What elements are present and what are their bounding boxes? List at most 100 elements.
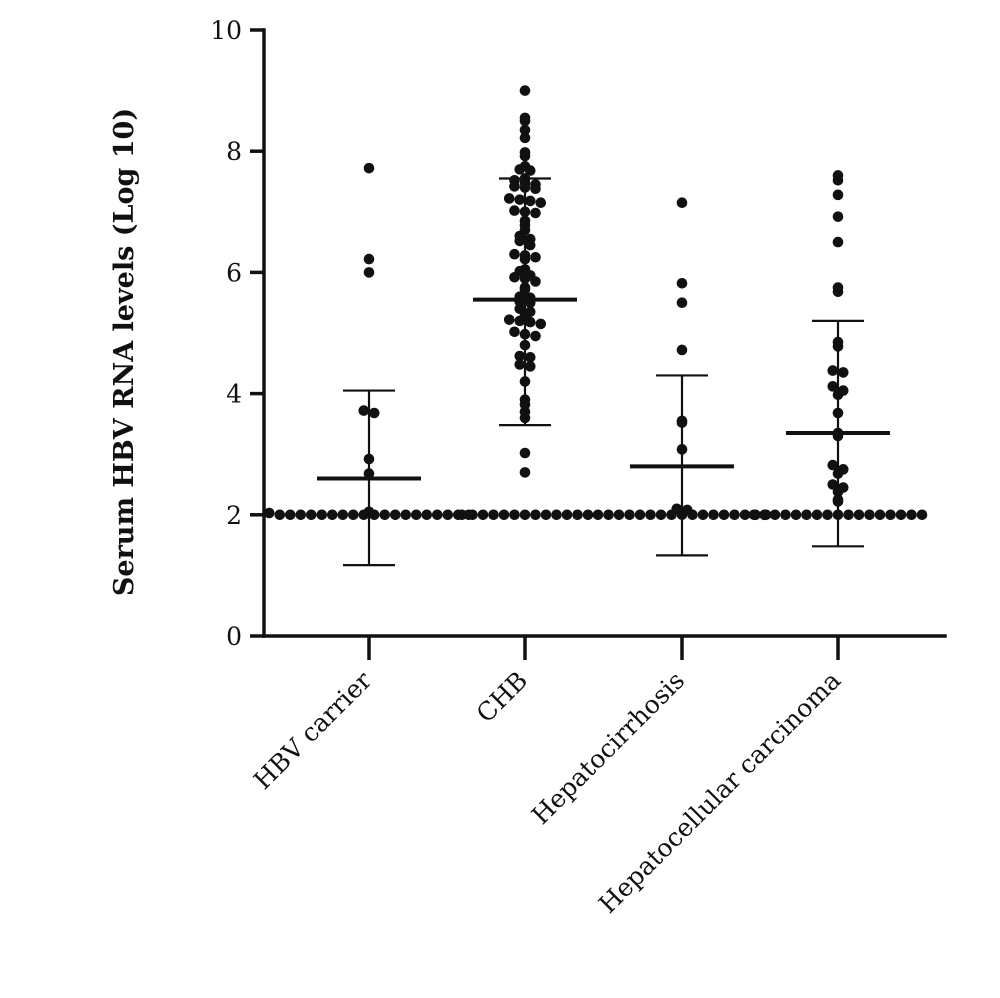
data-point <box>503 314 515 325</box>
data-point <box>379 509 391 521</box>
data-point <box>676 278 688 289</box>
data-point <box>832 236 844 248</box>
data-point <box>613 509 625 521</box>
data-point <box>681 504 693 516</box>
data-point <box>368 407 380 419</box>
data-point <box>864 509 875 521</box>
y-tick-label: 6 <box>226 258 242 287</box>
data-point <box>645 509 656 521</box>
data-points <box>263 85 928 521</box>
y-axis: 0 2 4 6 8 10 <box>210 16 266 651</box>
data-point <box>514 315 526 327</box>
data-point <box>535 318 547 330</box>
data-point <box>524 239 536 251</box>
data-point <box>442 509 454 521</box>
data-point <box>582 509 594 521</box>
data-point <box>739 509 751 521</box>
data-point <box>284 509 296 521</box>
data-point <box>827 365 839 376</box>
data-point <box>822 509 833 521</box>
data-point <box>519 85 531 96</box>
data-point <box>827 479 839 490</box>
data-point <box>530 207 541 219</box>
data-point <box>295 509 307 521</box>
data-point <box>827 459 839 471</box>
data-point <box>316 509 328 521</box>
data-point <box>551 509 562 521</box>
data-point <box>906 509 917 521</box>
data-point <box>916 509 928 521</box>
data-point <box>519 150 531 162</box>
data-point <box>592 509 604 521</box>
y-tick-label: 2 <box>226 501 242 530</box>
data-point <box>305 509 317 521</box>
data-point <box>811 509 823 521</box>
data-point <box>530 330 541 342</box>
data-point <box>524 165 536 176</box>
data-point <box>837 367 849 378</box>
data-point <box>827 381 839 392</box>
x-axis: HBV carrier CHBHepatocirrhosisHepatocellu… <box>248 634 947 919</box>
data-point <box>514 194 526 205</box>
data-point <box>456 509 468 521</box>
data-point <box>514 359 526 370</box>
data-point <box>634 509 646 521</box>
data-point <box>519 447 531 459</box>
x-tick-label: Hepatocirrhosis <box>526 666 690 830</box>
y-tick-label: 0 <box>226 622 242 651</box>
data-point <box>530 509 541 521</box>
data-point <box>363 162 375 174</box>
data-point <box>509 509 520 521</box>
data-point <box>780 509 791 521</box>
data-point <box>509 271 520 283</box>
data-point <box>363 267 375 278</box>
data-point <box>524 351 536 363</box>
data-point <box>530 183 541 195</box>
data-point <box>519 115 531 127</box>
data-point <box>874 509 886 521</box>
data-point <box>748 509 760 521</box>
data-point <box>843 509 854 521</box>
y-axis-label: Serum HBV RNA levels (Log 10) <box>109 108 140 596</box>
data-point <box>274 509 286 521</box>
mean-sd-bars <box>317 177 890 567</box>
data-point <box>524 361 536 372</box>
x-tick-label: HBV carrier <box>248 666 377 795</box>
data-point <box>676 197 688 209</box>
data-point <box>519 132 531 144</box>
data-point <box>514 235 526 247</box>
data-point <box>729 509 740 521</box>
data-point <box>895 509 907 521</box>
data-point <box>358 405 370 416</box>
data-point <box>853 509 865 521</box>
data-point <box>624 509 635 521</box>
data-point <box>603 509 614 521</box>
data-point <box>832 189 844 201</box>
data-point <box>671 503 683 515</box>
data-point <box>347 509 359 521</box>
y-tick-label: 4 <box>226 380 242 409</box>
data-point <box>790 509 802 521</box>
data-point <box>832 211 844 222</box>
data-point <box>832 286 844 298</box>
data-point <box>477 509 489 521</box>
data-point <box>535 197 547 209</box>
data-point <box>400 509 412 521</box>
data-point <box>514 164 526 175</box>
data-point <box>514 350 526 362</box>
data-point <box>509 326 520 338</box>
data-point <box>561 509 573 521</box>
data-point <box>837 385 849 396</box>
data-point <box>389 509 401 521</box>
data-point <box>519 509 531 521</box>
data-point <box>697 509 709 521</box>
data-point <box>832 174 844 186</box>
x-tick-label: CHB <box>471 666 533 728</box>
data-point <box>530 276 541 287</box>
data-point <box>572 509 583 521</box>
data-point <box>655 509 667 521</box>
data-point <box>431 509 443 521</box>
data-point <box>769 509 781 521</box>
data-point <box>524 316 536 328</box>
